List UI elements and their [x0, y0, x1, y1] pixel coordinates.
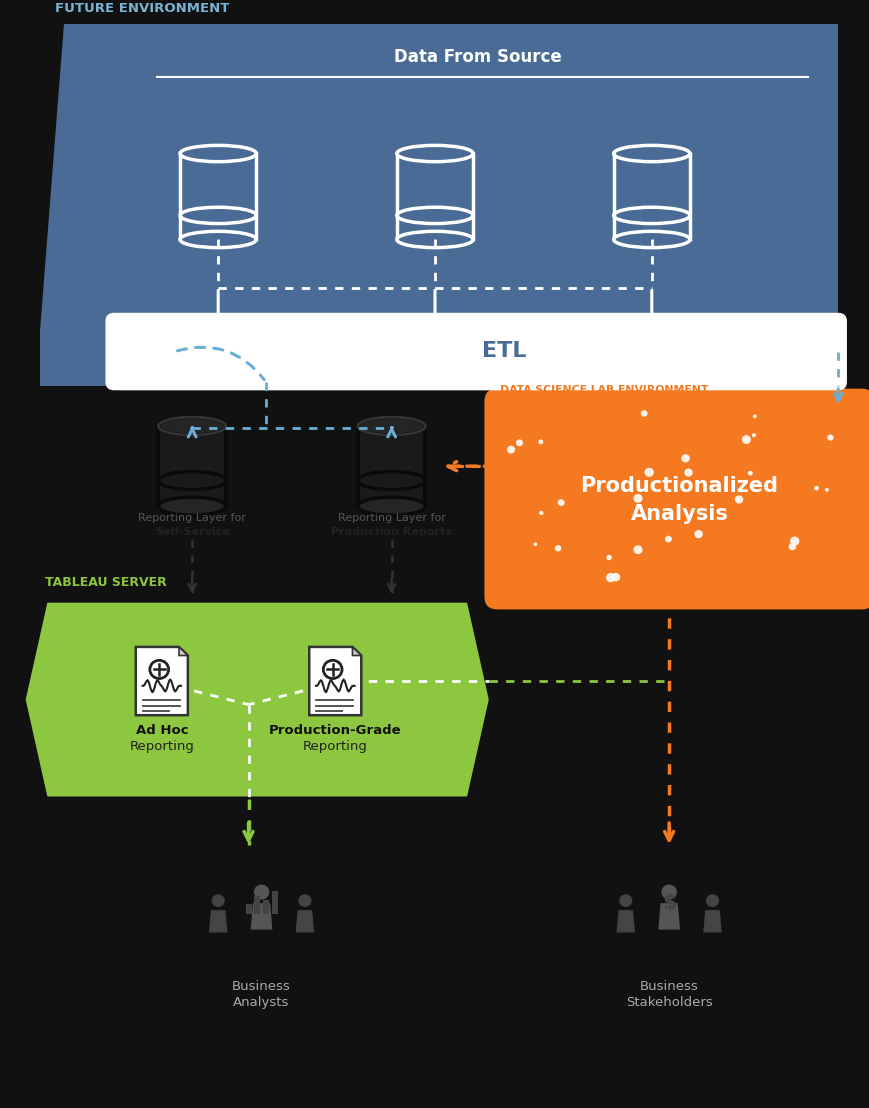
Circle shape [298, 894, 311, 907]
FancyBboxPatch shape [396, 154, 473, 239]
Polygon shape [179, 647, 188, 656]
Bar [245, 903, 251, 914]
Circle shape [644, 468, 653, 476]
Circle shape [533, 542, 537, 546]
Text: Data From Source: Data From Source [394, 49, 561, 66]
Ellipse shape [180, 232, 256, 247]
Text: Reporting: Reporting [302, 740, 368, 753]
Circle shape [557, 500, 564, 506]
FancyBboxPatch shape [484, 389, 869, 609]
Ellipse shape [396, 145, 473, 162]
Text: Self-Service: Self-Service [155, 526, 229, 537]
Circle shape [611, 573, 620, 582]
Text: ETL: ETL [481, 341, 526, 361]
Circle shape [752, 414, 756, 418]
Text: FUTURE ENVIRONMENT: FUTURE ENVIRONMENT [55, 2, 229, 16]
FancyBboxPatch shape [180, 154, 256, 239]
Text: Reporting: Reporting [129, 740, 194, 753]
Circle shape [605, 573, 614, 582]
Text: Business
Stakeholders: Business Stakeholders [625, 981, 712, 1009]
Text: DATA SCIENCE LAB ENVIRONMENT: DATA SCIENCE LAB ENVIRONMENT [500, 386, 707, 396]
Circle shape [554, 545, 561, 552]
Circle shape [751, 433, 755, 438]
Circle shape [664, 535, 671, 543]
Circle shape [813, 485, 818, 491]
Circle shape [507, 445, 514, 453]
Ellipse shape [158, 497, 226, 515]
Text: Reporting Layer for: Reporting Layer for [138, 513, 246, 523]
Polygon shape [702, 910, 721, 933]
Circle shape [684, 469, 692, 476]
Circle shape [787, 543, 795, 551]
Circle shape [633, 545, 642, 554]
Circle shape [619, 894, 632, 907]
FancyBboxPatch shape [357, 427, 425, 506]
Circle shape [747, 471, 752, 475]
Polygon shape [352, 647, 361, 656]
Polygon shape [40, 23, 838, 386]
Text: Business
Analysts: Business Analysts [232, 981, 290, 1009]
Text: Productionalized
Analysis: Productionalized Analysis [580, 475, 778, 524]
Polygon shape [308, 647, 361, 715]
Circle shape [824, 488, 828, 492]
Bar [262, 900, 269, 914]
Bar [254, 896, 260, 914]
Circle shape [826, 434, 833, 441]
Text: $: $ [661, 893, 675, 913]
Polygon shape [295, 910, 314, 933]
Ellipse shape [613, 232, 689, 247]
FancyBboxPatch shape [158, 427, 226, 506]
Circle shape [515, 440, 522, 447]
Ellipse shape [180, 145, 256, 162]
Polygon shape [26, 603, 488, 797]
Polygon shape [616, 910, 634, 933]
FancyBboxPatch shape [613, 154, 689, 239]
Text: TABLEAU SERVER: TABLEAU SERVER [44, 576, 166, 588]
Circle shape [660, 884, 676, 900]
Ellipse shape [158, 417, 226, 435]
Ellipse shape [396, 232, 473, 247]
Circle shape [640, 410, 647, 417]
Circle shape [741, 435, 750, 444]
Circle shape [705, 894, 719, 907]
Text: Production Reports: Production Reports [331, 526, 452, 537]
Circle shape [789, 536, 799, 545]
FancyBboxPatch shape [105, 312, 846, 390]
Ellipse shape [357, 497, 425, 515]
Circle shape [538, 440, 542, 444]
Text: Reporting Layer for: Reporting Layer for [337, 513, 445, 523]
Polygon shape [658, 903, 680, 930]
Circle shape [734, 495, 742, 504]
Ellipse shape [613, 145, 689, 162]
Circle shape [254, 884, 269, 900]
Circle shape [680, 454, 689, 462]
Circle shape [211, 894, 224, 907]
Polygon shape [209, 910, 227, 933]
Ellipse shape [357, 417, 425, 435]
Circle shape [633, 494, 642, 503]
Polygon shape [250, 903, 272, 930]
Circle shape [606, 555, 611, 561]
Circle shape [539, 511, 543, 515]
Text: Production-Grade: Production-Grade [269, 724, 401, 737]
Bar [271, 891, 277, 914]
Circle shape [693, 530, 702, 538]
Text: Ad Hoc: Ad Hoc [136, 724, 188, 737]
Polygon shape [136, 647, 188, 715]
